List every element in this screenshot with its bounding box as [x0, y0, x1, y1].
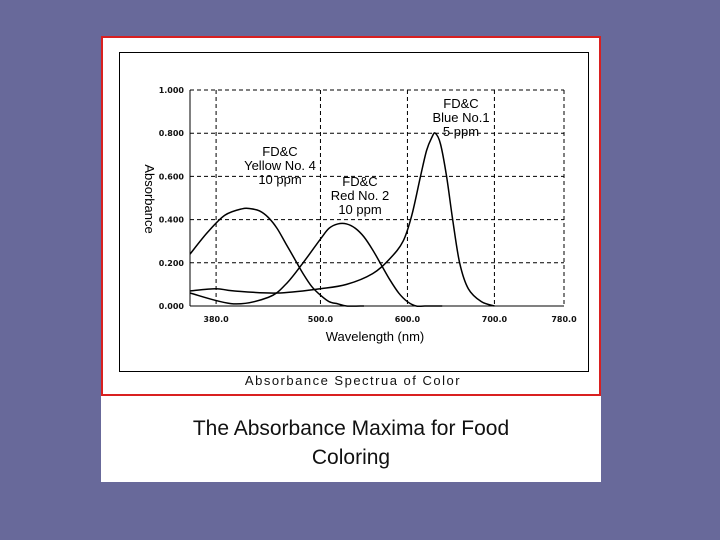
x-axis-label: Wavelength (nm) — [326, 329, 425, 344]
slide-caption: The Absorbance Maxima for Food Coloring — [121, 414, 581, 472]
tick-layer: 0.000 0.200 0.400 0.600 0.800 1.000 380.0 500.0… — [159, 86, 577, 324]
series-label-blue: FD&C Blue No.1 5 ppm — [432, 96, 489, 139]
y-tick-label: 1.000 — [159, 86, 185, 95]
slide-caption-line-2: Coloring — [311, 446, 391, 469]
series-label-line: 10 ppm — [258, 172, 301, 187]
y-tick-label: 0.200 — [159, 259, 185, 268]
y-axis-label: Absorbance — [142, 164, 157, 233]
y-tick-label: 0.800 — [159, 129, 185, 138]
series-line-yellow — [189, 207, 364, 307]
figure-caption: Absorbance Spectrua of Color — [244, 373, 462, 388]
curve-layer — [189, 132, 495, 308]
plot-box: 0.000 0.200 0.400 0.600 0.800 1.000 380.0 500.0… — [119, 52, 589, 372]
x-tick-label: 380.0 — [203, 315, 229, 324]
slide-caption-line-1: The Absorbance Maxima for Food — [192, 417, 510, 440]
series-label-yellow: FD&C Yellow No. 4 10 ppm — [244, 144, 316, 187]
series-line-red — [189, 222, 443, 308]
series-label-line: FD&C — [342, 174, 377, 189]
figure-frame: 0.000 0.200 0.400 0.600 0.800 1.000 380.0 500.0… — [101, 36, 601, 396]
grid-layer — [189, 89, 565, 307]
series-label-line: Yellow No. 4 — [244, 158, 316, 173]
x-tick-label: 700.0 — [482, 315, 508, 324]
series-label-line: Red No. 2 — [331, 188, 390, 203]
slide-card: 0.000 0.200 0.400 0.600 0.800 1.000 380.0 500.0… — [101, 36, 601, 482]
x-tick-label: 500.0 — [308, 315, 334, 324]
series-label-line: 10 ppm — [338, 202, 381, 217]
series-label-line: 5 ppm — [443, 124, 479, 139]
y-tick-label: 0.400 — [159, 216, 185, 225]
absorbance-chart: 0.000 0.200 0.400 0.600 0.800 1.000 380.0 500.0… — [142, 86, 577, 344]
y-tick-label: 0.000 — [159, 302, 185, 311]
series-label-line: FD&C — [262, 144, 297, 159]
series-label-layer: FD&C Yellow No. 4 10 ppm FD&C Red No. 2 10 pp… — [244, 96, 489, 217]
series-label-red: FD&C Red No. 2 10 ppm — [331, 174, 390, 217]
series-line-blue — [189, 132, 495, 307]
x-tick-label: 780.0 — [551, 315, 577, 324]
series-label-line: FD&C — [443, 96, 478, 111]
x-tick-label: 600.0 — [395, 315, 421, 324]
y-tick-label: 0.600 — [159, 172, 185, 181]
series-label-line: Blue No.1 — [432, 110, 489, 125]
